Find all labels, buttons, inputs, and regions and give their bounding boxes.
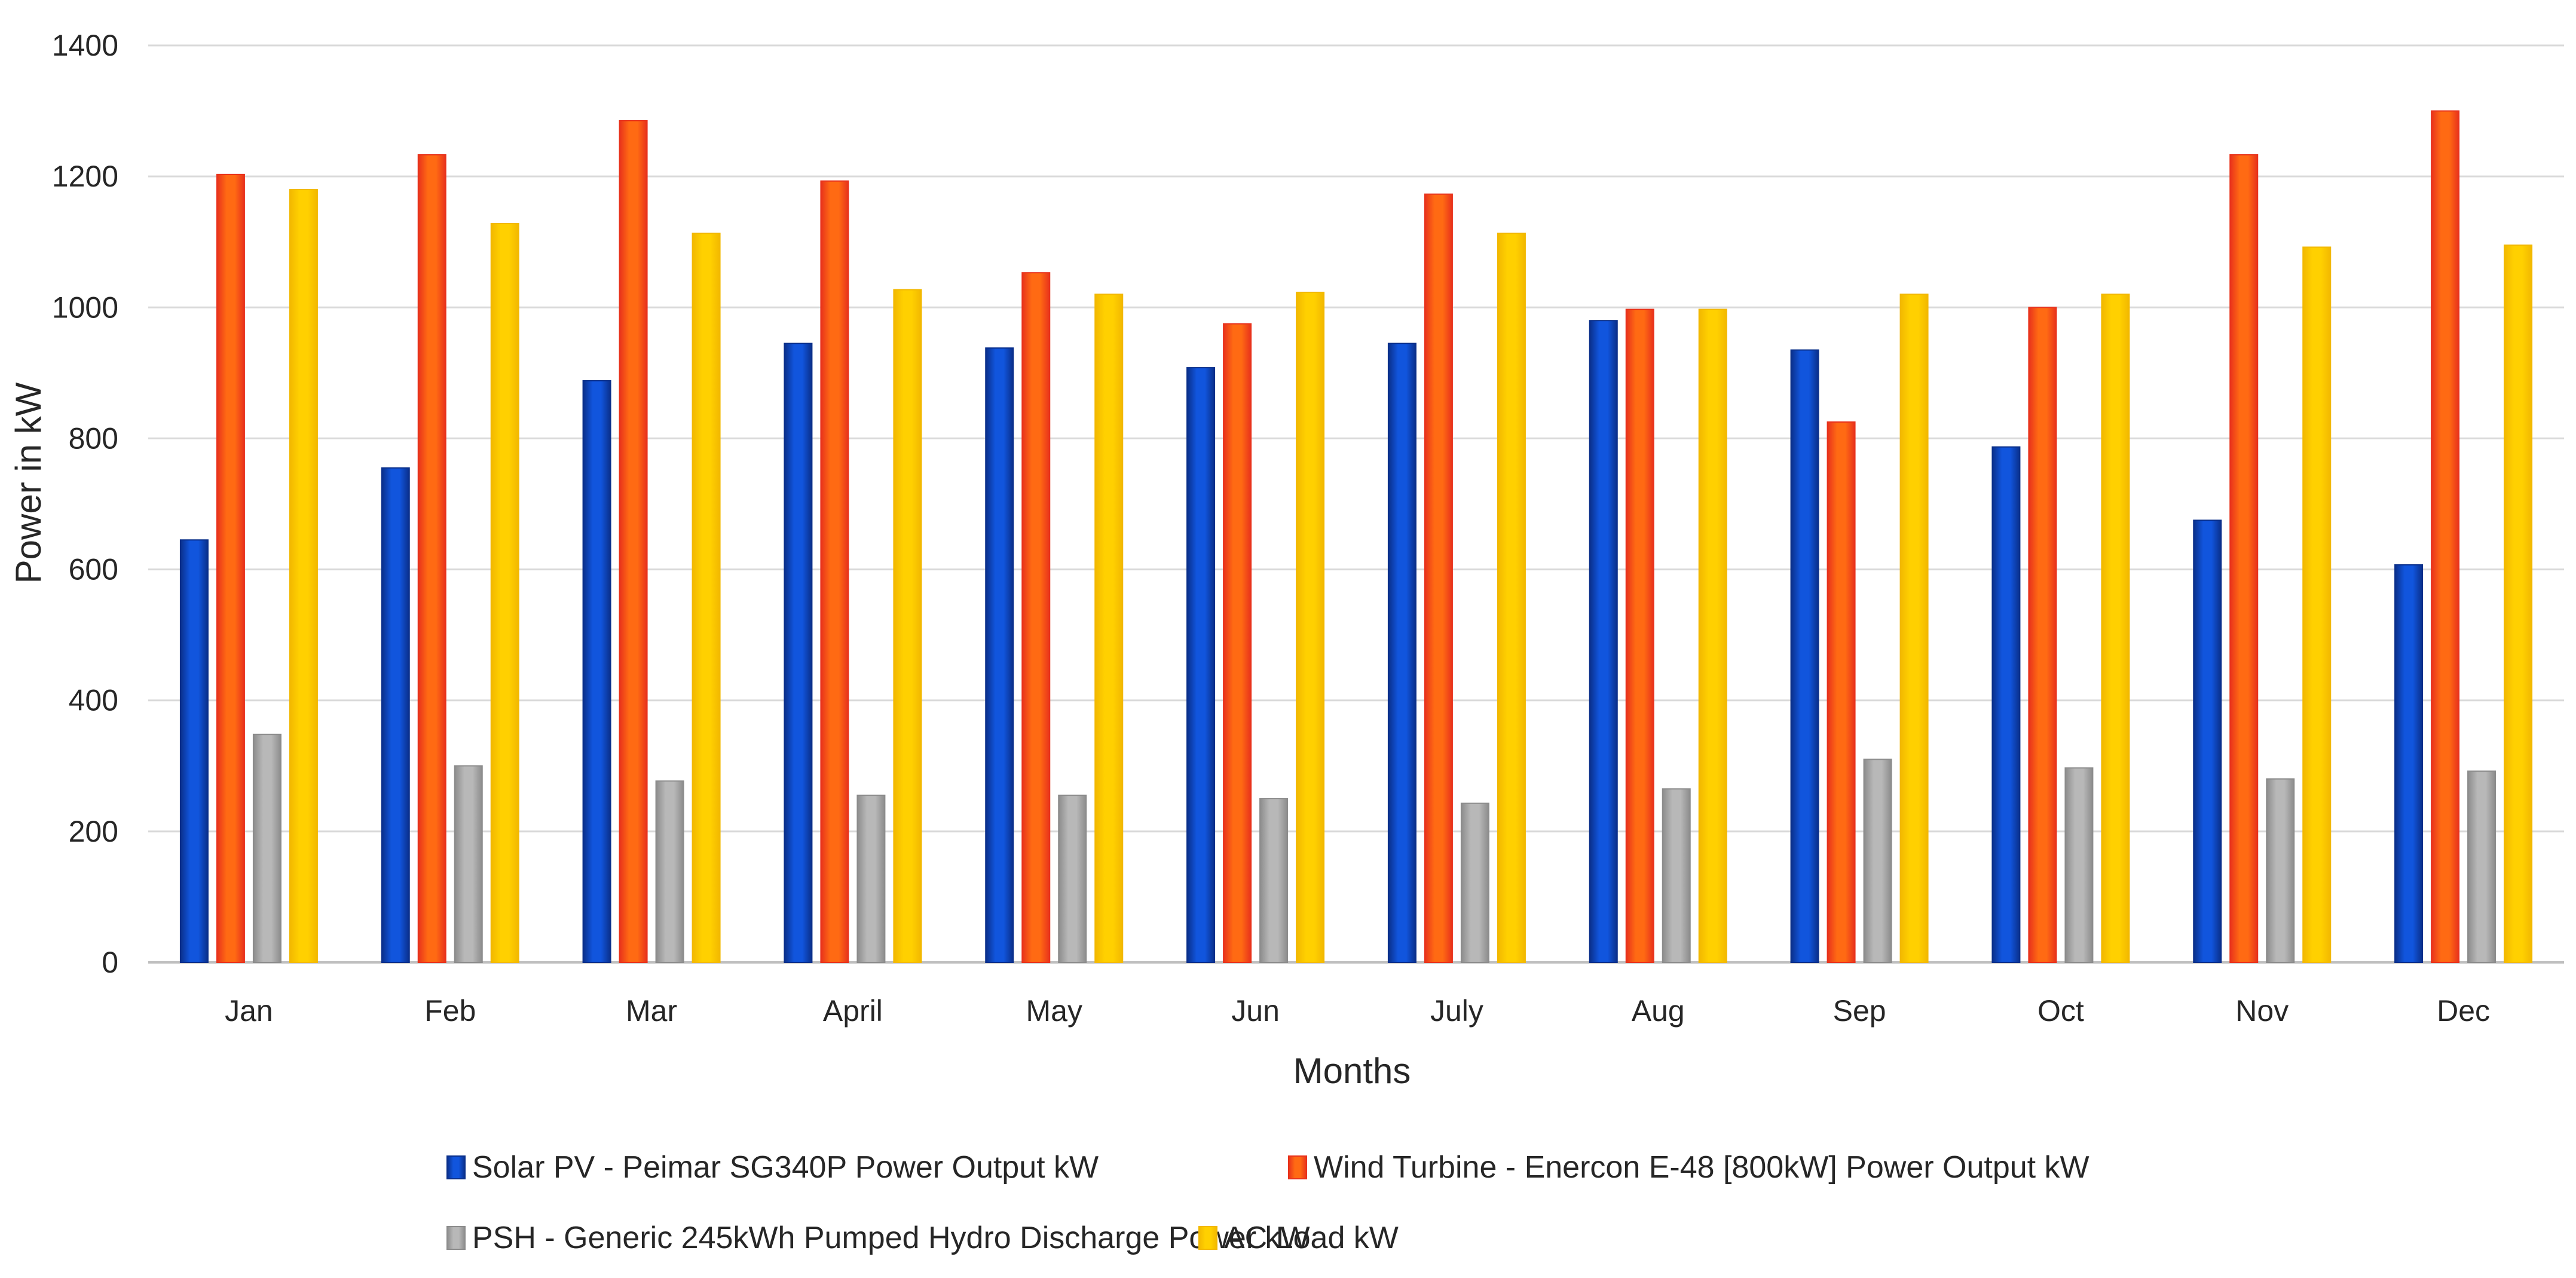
- x-tick-label: May: [1026, 994, 1082, 1028]
- bar-4-dec: [2504, 244, 2533, 963]
- bar-3-aug: [1662, 788, 1691, 964]
- x-tick-label: Nov: [2235, 994, 2289, 1028]
- legend-swatch: [446, 1226, 466, 1250]
- bar-2-aug: [1625, 308, 1654, 963]
- bar-1-nov: [2193, 519, 2222, 963]
- bar-1-jan: [179, 539, 209, 963]
- x-tick-label: Sep: [1833, 994, 1886, 1028]
- bar-3-feb: [454, 765, 483, 964]
- x-tick-label: Aug: [1632, 994, 1685, 1028]
- bar-2-oct: [2028, 307, 2057, 963]
- x-tick-label: Feb: [424, 994, 476, 1028]
- bar-1-jun: [1186, 367, 1216, 963]
- y-tick-label: 800: [69, 421, 118, 455]
- bar-4-nov: [2302, 246, 2332, 964]
- y-tick-label: 400: [69, 684, 118, 717]
- legend-label: Wind Turbine - Enercon E-48 [800kW] Powe…: [1314, 1150, 2089, 1185]
- bar-1-sep: [1790, 349, 1819, 963]
- bar-4-oct: [2101, 293, 2130, 963]
- bar-3-sep: [1863, 759, 1892, 964]
- bars: [179, 110, 2533, 964]
- legend-swatch: [1288, 1155, 1307, 1179]
- axes: Power in kW Months 0 200 400 600 800 1000 1200…: [8, 29, 2490, 1091]
- bar-3-jan: [252, 733, 282, 963]
- bar-4-april: [893, 289, 922, 963]
- bar-3-oct: [2064, 767, 2094, 964]
- bar-3-mar: [655, 780, 684, 964]
- bar-4-feb: [490, 223, 519, 963]
- legend-label: Solar PV - Peimar SG340P Power Output kW: [472, 1150, 1099, 1185]
- x-tick-label: Mar: [626, 994, 677, 1028]
- x-tick-label: Jan: [225, 994, 273, 1028]
- bar-1-dec: [2394, 564, 2424, 963]
- bar-4-jun: [1296, 292, 1325, 964]
- bar-2-feb: [417, 154, 446, 964]
- bar-2-dec: [2431, 110, 2460, 964]
- bar-2-april: [820, 180, 849, 963]
- y-tick-label: 1400: [52, 29, 118, 62]
- bar-1-april: [784, 343, 813, 963]
- bar-2-jan: [216, 173, 245, 963]
- y-tick-label: 1200: [52, 160, 118, 193]
- bar-3-may: [1058, 794, 1087, 964]
- bar-4-july: [1497, 233, 1526, 964]
- bar-2-july: [1424, 193, 1453, 963]
- legend-label: PSH - Generic 245kWh Pumped Hydro Discha…: [472, 1221, 1310, 1255]
- x-tick-label: July: [1430, 994, 1483, 1028]
- bar-2-mar: [619, 120, 648, 963]
- bar-1-july: [1387, 343, 1417, 963]
- legend-swatch: [446, 1155, 466, 1179]
- bar-1-aug: [1589, 320, 1618, 964]
- bar-3-nov: [2266, 778, 2295, 963]
- bar-4-aug: [1698, 308, 1727, 963]
- bar-4-jan: [289, 189, 318, 963]
- bar-2-nov: [2229, 154, 2259, 964]
- y-tick-label: 0: [102, 946, 118, 979]
- gridlines: [148, 44, 2564, 964]
- bar-2-may: [1021, 272, 1051, 963]
- y-tick-label: 200: [69, 815, 118, 848]
- bar-3-april: [856, 794, 886, 964]
- y-tick-label: 1000: [52, 291, 118, 324]
- y-axis-title: Power in kW: [8, 382, 48, 583]
- bar-4-may: [1094, 293, 1124, 963]
- bar-2-jun: [1223, 323, 1252, 963]
- x-tick-label: Dec: [2437, 994, 2490, 1028]
- bar-1-oct: [1991, 446, 2021, 963]
- bar-4-mar: [692, 233, 721, 964]
- bar-1-mar: [582, 380, 611, 963]
- bar-1-may: [985, 347, 1014, 963]
- bar-1-feb: [381, 467, 410, 963]
- bar-3-july: [1460, 802, 1489, 964]
- x-tick-label: Oct: [2037, 994, 2084, 1028]
- bar-3-dec: [2467, 771, 2497, 963]
- legend-label: AC Load kW: [1224, 1221, 1399, 1255]
- legend-swatch: [1198, 1226, 1217, 1250]
- bar-2-sep: [1827, 421, 1856, 963]
- legend: Solar PV - Peimar SG340P Power Output kW…: [446, 1150, 2089, 1255]
- bar-3-jun: [1259, 798, 1289, 963]
- x-tick-label: Jun: [1231, 994, 1280, 1028]
- x-axis-title: Months: [1293, 1051, 1411, 1091]
- bar-4-sep: [1899, 293, 1929, 963]
- y-tick-label: 600: [69, 553, 118, 586]
- x-tick-label: April: [823, 994, 883, 1028]
